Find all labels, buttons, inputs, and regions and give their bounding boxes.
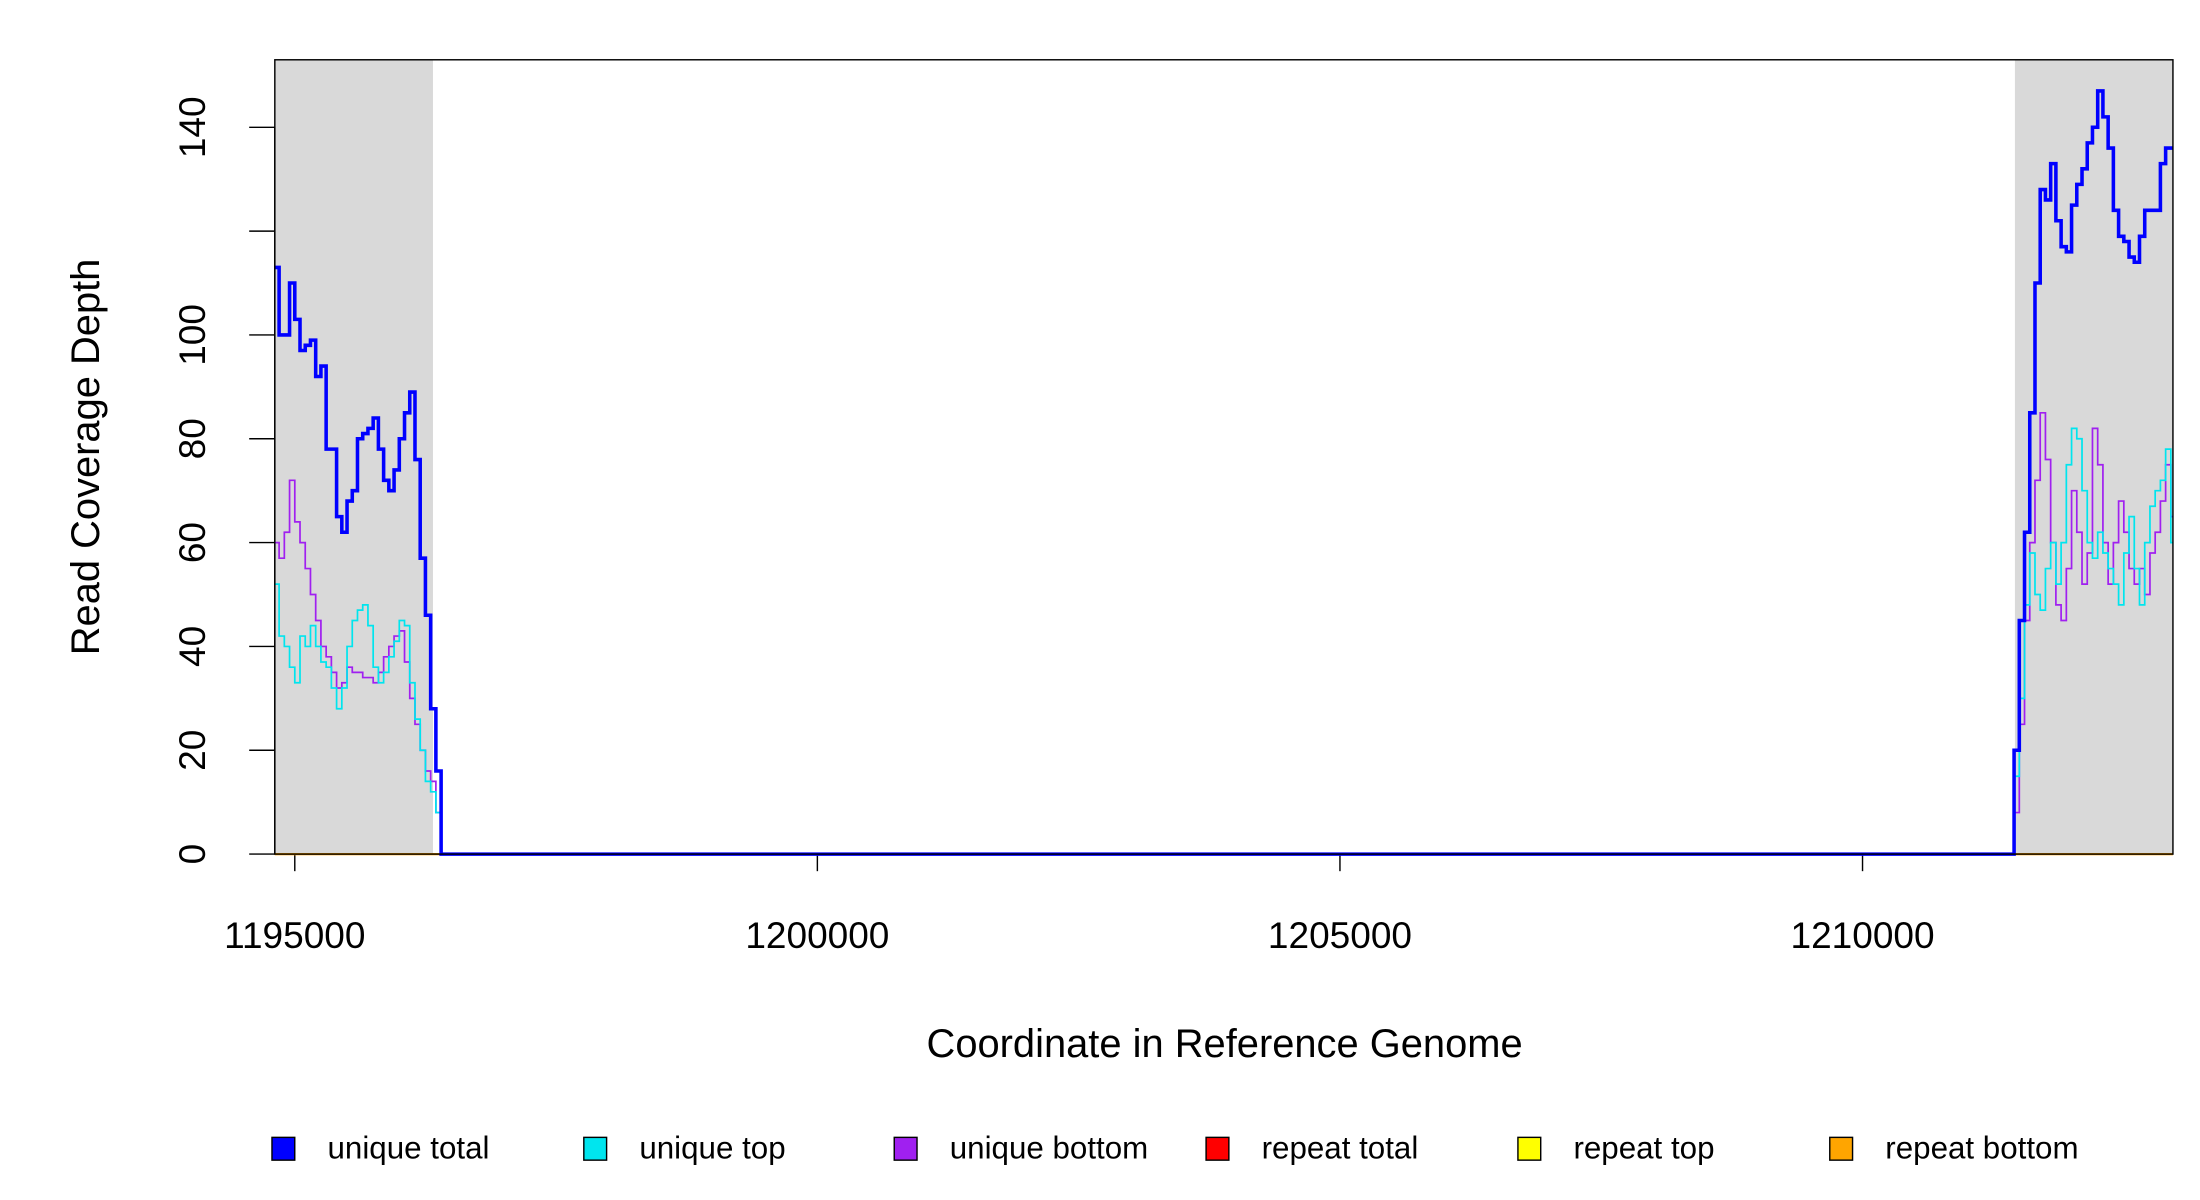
y-tick-label: 20 bbox=[171, 730, 213, 771]
legend-label: repeat total bbox=[1262, 1130, 1419, 1165]
y-tick-label: 0 bbox=[171, 844, 213, 865]
y-tick-label: 80 bbox=[171, 418, 213, 459]
series-line bbox=[274, 411, 2173, 855]
shaded-region bbox=[274, 59, 433, 855]
legend-swatch bbox=[1517, 1136, 1542, 1161]
plot-frame bbox=[274, 59, 2174, 855]
x-tick-label: 1200000 bbox=[745, 914, 889, 956]
x-axis-label: Coordinate in Reference Genome bbox=[927, 1022, 1523, 1066]
legend-swatch bbox=[893, 1136, 918, 1161]
x-tick-label: 1210000 bbox=[1790, 914, 1934, 956]
y-tick-label: 60 bbox=[171, 522, 213, 563]
series-line bbox=[274, 89, 2173, 856]
x-tick-label: 1205000 bbox=[1268, 914, 1412, 956]
series-line bbox=[274, 427, 2173, 855]
y-axis-label: Read Coverage Depth bbox=[64, 259, 108, 656]
x-tick-label: 1195000 bbox=[224, 914, 365, 956]
y-tick-label: 40 bbox=[171, 626, 213, 667]
y-tick-label: 140 bbox=[171, 96, 213, 158]
legend-label: unique top bbox=[639, 1130, 785, 1165]
shaded-region bbox=[2014, 59, 2173, 855]
legend-swatch bbox=[1205, 1136, 1230, 1161]
legend-label: repeat top bbox=[1573, 1130, 1714, 1165]
legend-label: repeat bottom bbox=[1885, 1130, 2078, 1165]
legend-swatch bbox=[1829, 1136, 1854, 1161]
legend-swatch bbox=[271, 1136, 296, 1161]
legend-label: unique total bbox=[328, 1130, 490, 1165]
legend-label: unique bottom bbox=[950, 1130, 1149, 1165]
legend-swatch bbox=[583, 1136, 608, 1161]
y-tick-label: 100 bbox=[171, 304, 213, 366]
